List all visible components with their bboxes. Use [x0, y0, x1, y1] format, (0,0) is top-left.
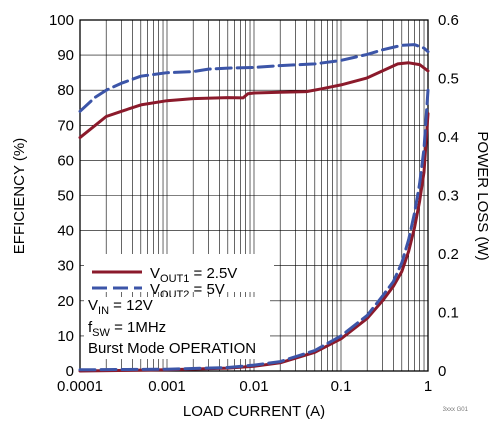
y-tick-label-left: 40	[57, 223, 74, 240]
series-power_loss-vout2	[78, 88, 430, 372]
y-tick-label-right: 0.2	[438, 246, 459, 263]
y-axis-title-left: EFFICIENCY (%)	[11, 138, 28, 254]
y-tick-label-left: 70	[57, 117, 74, 134]
y-tick-label-right: 0.4	[438, 129, 459, 146]
y-tick-label-left: 20	[57, 293, 74, 310]
y-tick-label-right: 0.5	[438, 71, 459, 88]
y-tick-label-left: 10	[57, 328, 74, 345]
legend-label-vout1: VOUT1 = 2.5V	[150, 265, 237, 285]
x-tick-label: 0.1	[331, 378, 352, 395]
plot-frame	[79, 19, 429, 372]
x-axis-title: LOAD CURRENT (A)	[183, 403, 325, 420]
y-tick-label-left: 30	[57, 258, 74, 275]
figure-code: 3xxx G01	[443, 407, 469, 413]
y-tick-label-left: 60	[57, 152, 74, 169]
annotation-fsw: fSW = 1MHz	[88, 319, 166, 339]
y-tick-label-left: 0	[66, 363, 74, 380]
x-tick-label: 0.01	[239, 378, 268, 395]
y-tick-label-left: 50	[57, 188, 74, 205]
y-tick-label-right: 0.6	[438, 12, 459, 29]
y-tick-label-right: 0.1	[438, 305, 459, 322]
conditions-annotation: VIN = 12V fSW = 1MHz Burst Mode OPERATIO…	[84, 297, 270, 359]
series-efficiency-vout1	[78, 61, 430, 140]
y-tick-label-left: 90	[57, 47, 74, 64]
annotation-background	[84, 297, 270, 359]
y-tick-label-right: 0.3	[438, 188, 459, 205]
x-tick-label: 0.0001	[57, 378, 103, 395]
series-efficiency-vout2	[78, 43, 430, 113]
x-tick-label: 1	[424, 378, 432, 395]
tick-labels: 0.0001 0.001 0.01 0.1 1010203040506070809010…	[49, 12, 459, 395]
y-tick-label-left: 100	[49, 12, 74, 29]
legend: VOUT1 = 2.5V VOUT2 = 5V	[84, 254, 274, 301]
annotation-burst-mode: Burst Mode OPERATION	[88, 340, 256, 357]
curves	[78, 43, 430, 373]
y-axis-title-right: POWER LOSS (W)	[474, 131, 491, 260]
y-tick-label-right: 0	[438, 363, 446, 380]
annotation-vin: VIN = 12V	[88, 297, 153, 317]
x-tick-label: 0.001	[148, 378, 186, 395]
y-tick-label-left: 80	[57, 82, 74, 99]
